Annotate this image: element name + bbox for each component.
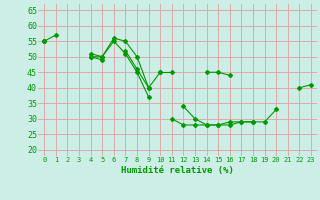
X-axis label: Humidité relative (%): Humidité relative (%)	[121, 166, 234, 175]
